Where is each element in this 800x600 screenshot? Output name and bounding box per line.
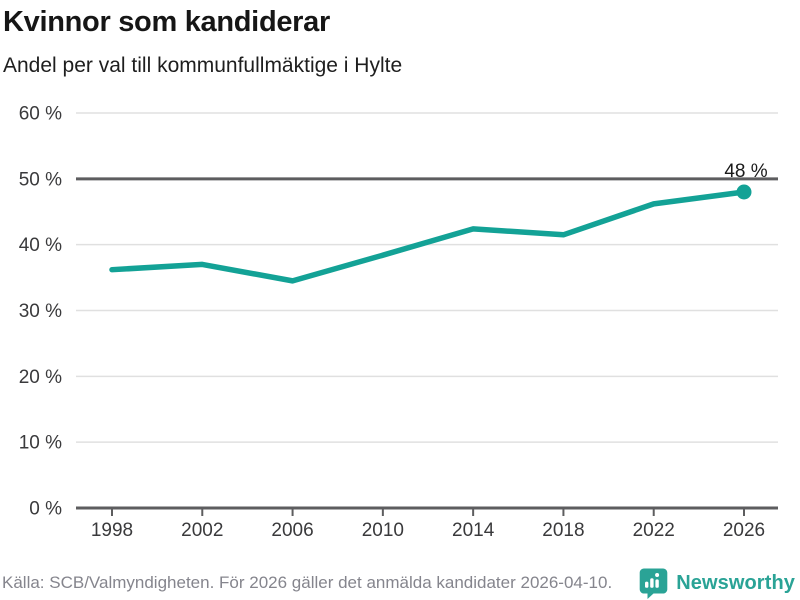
x-axis-label: 2022 <box>633 520 675 541</box>
y-axis-label: 0 % <box>29 499 62 520</box>
x-axis-label: 2014 <box>452 520 495 541</box>
y-axis-label: 40 % <box>19 235 62 256</box>
data-line <box>109 189 747 284</box>
end-point-marker <box>736 184 752 200</box>
newsworthy-brand: Newsworthy <box>639 568 800 599</box>
newsworthy-logo-icon <box>639 568 668 599</box>
logo-bars <box>645 572 660 588</box>
source-note: Källa: SCB/Valmyndigheten. För 2026 gäll… <box>2 573 613 592</box>
y-axis-label: 10 % <box>19 433 62 454</box>
y-axis-label: 60 % <box>19 104 62 125</box>
chart-header: Kvinnor som kandiderar Andel per val til… <box>3 0 783 79</box>
newsworthy-wordmark: Newsworthy <box>676 571 795 594</box>
y-axis-label: 50 % <box>19 169 62 190</box>
x-axis-label: 2006 <box>271 520 313 541</box>
x-axis-label: 1998 <box>91 520 133 541</box>
x-axis-label: 2002 <box>181 520 223 541</box>
chart-footer: Källa: SCB/Valmyndigheten. För 2026 gäll… <box>0 566 800 600</box>
x-axis-label: 2026 <box>723 520 765 541</box>
end-point-label: 48 % <box>724 161 767 182</box>
page-subtitle: Andel per val till kommunfullmäktige i H… <box>3 54 403 78</box>
x-axis-label: 2018 <box>542 520 584 541</box>
x-axis-label: 2010 <box>362 520 404 541</box>
y-axis-label: 30 % <box>19 301 62 322</box>
y-axis-label: 20 % <box>19 367 62 388</box>
page-title: Kvinnor som kandiderar <box>3 6 330 38</box>
